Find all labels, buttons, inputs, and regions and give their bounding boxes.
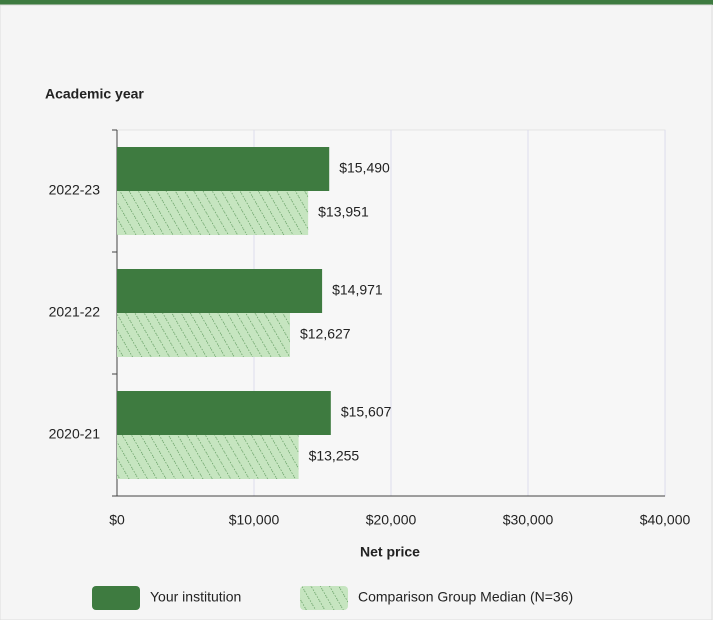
value-label: $13,255 xyxy=(309,448,360,464)
y-axis-title: Academic year xyxy=(45,86,144,102)
x-axis-label: Net price xyxy=(360,544,420,560)
legend-label: Your institution xyxy=(150,589,241,605)
bar xyxy=(117,391,331,435)
bar xyxy=(117,435,299,479)
value-label: $15,490 xyxy=(339,160,390,176)
bar xyxy=(117,269,323,313)
x-tick-label: $20,000 xyxy=(366,512,417,528)
x-tick-label: $40,000 xyxy=(640,512,691,528)
x-tick-label: $0 xyxy=(109,512,125,528)
x-tick-label: $30,000 xyxy=(503,512,554,528)
value-label: $14,971 xyxy=(332,282,383,298)
top-band xyxy=(0,0,713,5)
bar xyxy=(117,191,309,235)
y-tick-label: 2022-23 xyxy=(49,182,101,198)
bar xyxy=(117,313,290,357)
value-label: $12,627 xyxy=(300,326,351,342)
x-tick-label: $10,000 xyxy=(229,512,280,528)
y-tick-label: 2020-21 xyxy=(49,426,101,442)
panel-border xyxy=(0,4,713,620)
legend-swatch xyxy=(300,586,348,610)
legend-swatch xyxy=(92,586,140,610)
legend-label: Comparison Group Median (N=36) xyxy=(358,589,573,605)
value-label: $13,951 xyxy=(318,204,369,220)
value-label: $15,607 xyxy=(341,404,392,420)
bar xyxy=(117,147,330,191)
y-tick-label: 2021-22 xyxy=(49,304,101,320)
